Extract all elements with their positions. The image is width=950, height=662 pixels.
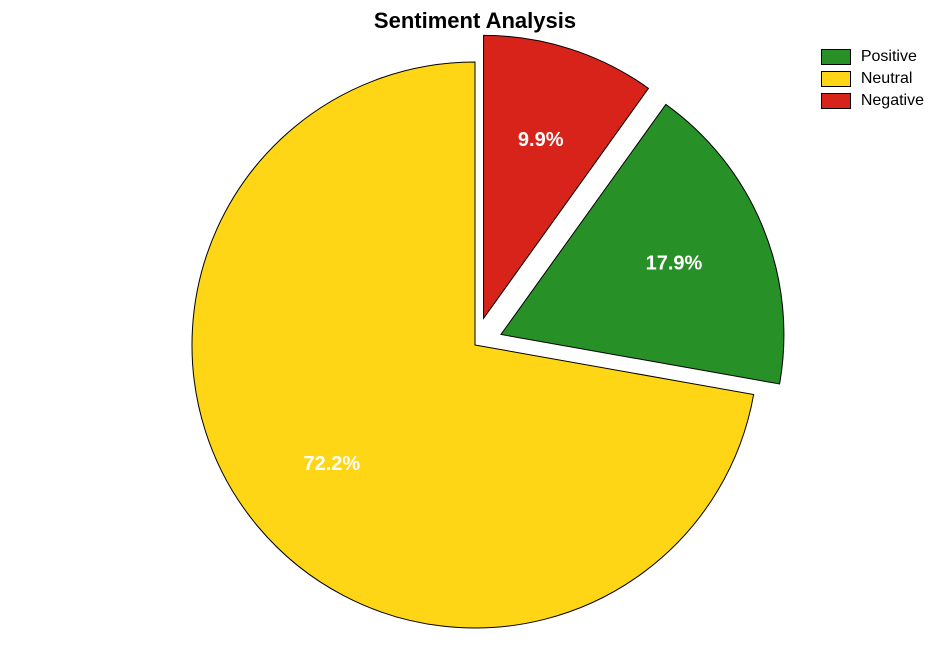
slice-label-neutral: 72.2%	[303, 453, 360, 475]
slice-label-negative: 9.9%	[518, 129, 564, 151]
legend-label-neutral: Neutral	[861, 70, 913, 88]
legend-swatch-neutral	[821, 71, 851, 87]
legend-label-positive: Positive	[861, 48, 917, 66]
legend: Positive Neutral Negative	[821, 48, 924, 114]
legend-swatch-negative	[821, 93, 851, 109]
legend-item-neutral: Neutral	[821, 70, 924, 88]
legend-swatch-positive	[821, 49, 851, 65]
legend-label-negative: Negative	[861, 92, 924, 110]
legend-item-negative: Negative	[821, 92, 924, 110]
pie-svg: 9.9% 17.9% 72.2%	[0, 0, 950, 662]
slice-label-positive: 17.9%	[646, 252, 703, 274]
sentiment-pie-chart: Sentiment Analysis 9.9%17.9%72.2% Positi…	[0, 0, 950, 662]
legend-item-positive: Positive	[821, 48, 924, 66]
